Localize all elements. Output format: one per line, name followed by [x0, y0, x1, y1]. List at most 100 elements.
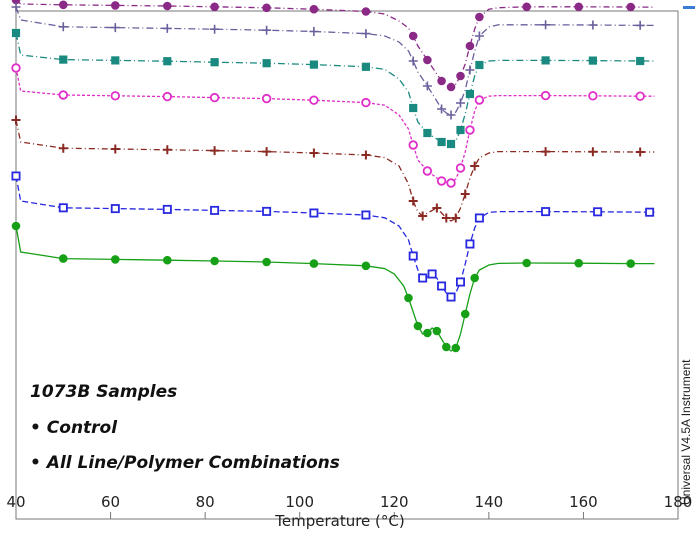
series-7-line [15, 225, 655, 352]
series-3-point [111, 56, 120, 65]
series-3-point [588, 56, 597, 65]
series-3-point [423, 128, 432, 138]
series-3-point [475, 60, 484, 70]
series-5-point [432, 203, 442, 213]
series-4-point [58, 90, 68, 100]
series-2-point [588, 20, 598, 30]
series-2-point [210, 24, 220, 34]
series-7-point [470, 273, 479, 283]
series-2-point [446, 110, 456, 120]
series-2-point [408, 56, 418, 66]
series-3-point [59, 55, 68, 64]
series-7-point [522, 258, 531, 268]
series-2-line [15, 6, 655, 116]
x-tick-label-120: 120 [380, 493, 409, 511]
series-7-point [574, 258, 584, 268]
series-5-point [309, 148, 319, 158]
series-1-point [465, 41, 475, 51]
series-6-point [541, 207, 551, 217]
series-6-point [427, 269, 437, 279]
series-3-line [15, 32, 655, 145]
series-7-point [451, 343, 461, 353]
x-tick-label-140: 140 [475, 493, 504, 511]
series-2-point [162, 23, 172, 33]
series-4-line [15, 67, 655, 184]
series-4-point [588, 91, 598, 101]
series-6-point [446, 292, 456, 302]
series-1-point [475, 12, 484, 22]
series-7-point [58, 254, 68, 263]
series-7-point [413, 321, 423, 331]
series-3-point [409, 103, 418, 113]
series-3-point [541, 56, 550, 65]
corner-accent-mark [683, 6, 695, 9]
series-7-point [309, 259, 319, 268]
series-5-point [210, 146, 220, 156]
series-3-point [309, 60, 318, 69]
series-2-point [474, 31, 484, 41]
series-6-line [15, 175, 655, 298]
x-tick-label-80: 80 [196, 493, 215, 511]
annotation-line-2: • Control [30, 418, 118, 438]
series-4-point [408, 140, 418, 150]
series-6-point [408, 251, 418, 261]
x-axis-ticks: 40 60 80 100 120 140 160 180 [6, 493, 692, 519]
series-2-point [11, 2, 21, 12]
series-4-point [436, 176, 447, 186]
series-3-point [210, 58, 219, 67]
series-6-point [465, 239, 475, 249]
series-2-point [541, 20, 551, 30]
series-5-point [588, 147, 598, 157]
series-2-point [422, 81, 432, 91]
series-1-point [309, 4, 319, 14]
series-6-point [593, 207, 603, 217]
series-3-point [456, 125, 465, 135]
series-1-point [262, 3, 271, 13]
series-1-point [574, 2, 584, 12]
series-1-point [58, 0, 68, 10]
series-7-point [163, 255, 172, 265]
series-6-point [11, 171, 21, 181]
series-5-point [58, 143, 68, 153]
x-tick-label-100: 100 [285, 493, 314, 511]
series-4-point [635, 91, 645, 101]
series-7-point [262, 257, 271, 267]
series-6-point [437, 281, 447, 291]
series-7-point [361, 261, 371, 271]
series-5-point [162, 145, 172, 155]
series-3-point [636, 56, 645, 66]
series-2-point [262, 25, 272, 35]
series-5-point [451, 213, 461, 223]
series-4-point [162, 91, 173, 102]
series-1-point [210, 2, 219, 12]
series-2-point [58, 22, 68, 32]
series-7-point [442, 342, 451, 352]
series-1-point [408, 31, 418, 41]
plot-frame [15, 10, 679, 520]
series-3-point [163, 57, 172, 66]
series-7-point [11, 221, 21, 231]
series-4-point [361, 97, 371, 108]
series-6-point [474, 213, 484, 223]
series-7-point [111, 255, 120, 264]
x-tick-label-60: 60 [101, 493, 120, 511]
series-6-point [110, 204, 120, 214]
series-7-point [626, 259, 636, 268]
series-4-point [11, 63, 21, 73]
x-axis-title: Temperature (°C) [274, 512, 404, 530]
series-6-point [455, 277, 465, 287]
series-7-point [404, 293, 413, 303]
series-4-point [261, 93, 272, 104]
series-4-point [110, 91, 120, 101]
series-7-point [210, 256, 219, 266]
series-4-point [540, 90, 551, 101]
series-1-point [437, 76, 446, 86]
series-2-point [361, 29, 371, 39]
x-tick-label-40: 40 [6, 493, 25, 511]
series-6-point [58, 203, 68, 213]
series-1-line [15, 0, 655, 88]
series-1-point [361, 7, 371, 16]
series-2-point [110, 23, 120, 33]
series-3-point [361, 62, 371, 71]
